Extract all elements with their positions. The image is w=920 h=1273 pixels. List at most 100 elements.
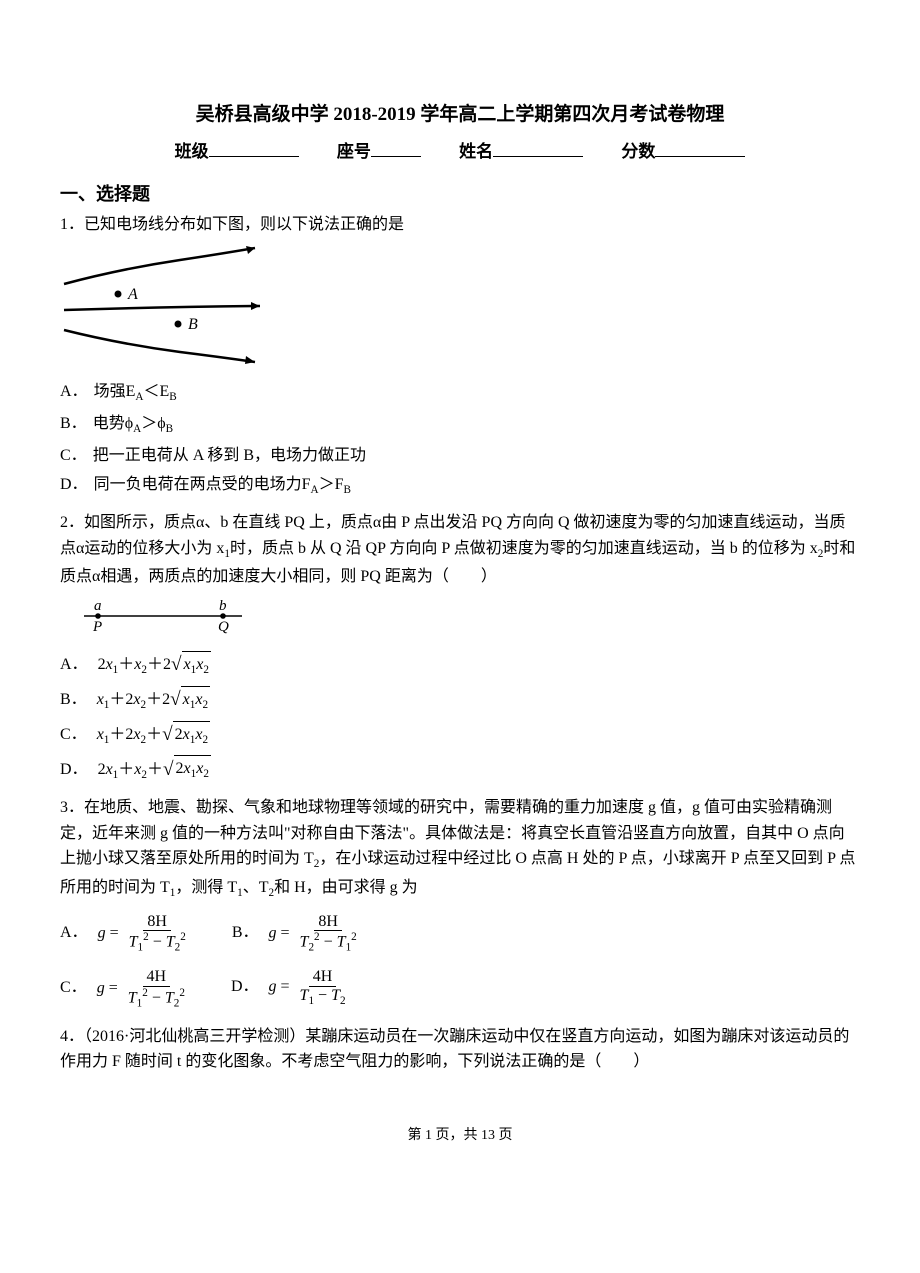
q1-b-sub1: A: [133, 423, 141, 435]
q1-option-c: C． 把一正电荷从 A 移到 B，电场力做正功: [60, 443, 860, 469]
q1-b-sub2: B: [166, 423, 173, 435]
name-blank: [493, 140, 583, 157]
q2-c-2: 2: [175, 726, 183, 743]
q1-text: 1．已知电场线分布如下图，则以下说法正确的是: [60, 212, 860, 238]
q2-b-label: B．: [60, 691, 87, 708]
class-blank: [209, 140, 299, 157]
q3-a-eq: =: [110, 924, 119, 941]
q2-d-p2: ＋: [147, 761, 163, 778]
q3-a-sup1: 2: [143, 931, 149, 943]
q1-option-a: A．场强EA＜EB: [60, 379, 860, 407]
q1-d-sub1: A: [310, 485, 318, 497]
q2-a-ss2: 2: [203, 664, 209, 676]
q2-a-label: A．: [60, 656, 88, 673]
q2-a-p1: ＋: [118, 656, 134, 673]
fig1-label-b: B: [188, 316, 198, 333]
q3-option-d: D． g = 4H T1 − T2: [231, 968, 352, 1009]
q3-option-c: C． g = 4H T12 − T22: [60, 968, 191, 1009]
q1-d-sub2: B: [344, 485, 351, 497]
q4-body: （2016·河北仙桃高三开学检测）某蹦床运动员在一次蹦床运动中仅在竖直方向运动，…: [60, 1028, 849, 1071]
q3-b-sup1: 2: [351, 931, 357, 943]
header-fields: 班级 座号 姓名 分数: [60, 138, 860, 165]
footer-t3: 页: [499, 1128, 513, 1143]
score-label: 分数: [621, 142, 655, 161]
q2-c-sx1: x: [183, 726, 190, 743]
q2-d-label: D．: [60, 761, 88, 778]
q3-b-min: −: [324, 934, 333, 951]
q3-d-s2: 2: [340, 995, 346, 1007]
score-blank: [655, 140, 745, 157]
fig2-p: P: [92, 619, 102, 635]
q2-option-b: B． x1＋2x2＋2√x1x2: [60, 685, 860, 716]
q1-num: 1．: [60, 216, 84, 233]
q2-option-a: A． 2x1＋x2＋2√x1x2: [60, 650, 860, 681]
footer-t1: 第: [408, 1128, 422, 1143]
q4-num: 4．: [60, 1028, 84, 1045]
q3-option-b: B． g = 8H T22 − T12: [232, 913, 363, 954]
q3-d-eq: =: [281, 978, 290, 995]
q2-option-d: D． 2x1＋x2＋√2x1x2: [60, 755, 860, 786]
q1-b-phi1: ϕ: [125, 415, 133, 432]
fig1-label-a: A: [127, 286, 138, 303]
q3-a-num: 8H: [147, 913, 167, 930]
q1-b-text: 电势: [93, 415, 125, 432]
question-1: 1．已知电场线分布如下图，则以下说法正确的是 A B A．场强EA＜EB B． 电…: [60, 212, 860, 500]
q3-b-label: B．: [232, 924, 259, 941]
q1-b-label: B．: [60, 415, 87, 432]
q3-c-sup1: 2: [142, 987, 148, 999]
fig2-b: b: [219, 598, 227, 614]
q3-d-t2: T: [331, 987, 340, 1004]
q2-c-ss2: 2: [202, 734, 208, 746]
q3-b-s2: 2: [308, 942, 314, 954]
q3-options-row-1: A． g = 8H T12 − T22 B． g = 8H T22 − T12: [60, 909, 860, 958]
q3-a-sup2: 2: [180, 931, 186, 943]
question-3: 3．在地质、地震、勘探、气象和地球物理等领域的研究中，需要精确的重力加速度 g …: [60, 795, 860, 1013]
footer-t2: 页，共: [436, 1128, 478, 1143]
q3-t5: 和 H，由可求得 g 为: [274, 879, 418, 896]
q3-b-num: 8H: [318, 913, 338, 930]
section-1-title: 一、选择题: [60, 180, 860, 209]
q2-a-sx1: x: [184, 656, 191, 673]
q3-b-s1: 1: [346, 942, 352, 954]
q3-c-eq: =: [109, 979, 118, 996]
q3-a-s1: 1: [138, 942, 144, 954]
footer-page: 1: [425, 1128, 432, 1143]
q2-option-c: C． x1＋2x2＋√2x1x2: [60, 720, 860, 751]
q2-b-x1: x: [97, 691, 104, 708]
q2-d-p1: ＋: [118, 761, 134, 778]
q3-t4: 、T: [243, 879, 269, 896]
q3-a-t1: T: [129, 934, 138, 951]
q1-d-text: 同一负电荷在两点受的电场力: [94, 476, 302, 493]
q1-d-f2: F: [335, 476, 344, 493]
seat-blank: [371, 140, 421, 157]
q1-option-d: D．同一负电荷在两点受的电场力FA＞FB: [60, 472, 860, 500]
q1-b-cmp: ＞: [141, 415, 157, 432]
q2-d-sx1: x: [184, 760, 191, 777]
q2-c-label: C．: [60, 726, 87, 743]
q2-d-sq2: 2: [176, 760, 184, 777]
q1-b-phi2: ϕ: [157, 415, 165, 432]
q1-c-label: C．: [60, 447, 87, 464]
q2-text: 2．如图所示，质点α、b 在直线 PQ 上，质点α由 P 点出发沿 PQ 方向向…: [60, 510, 860, 589]
page-footer: 第 1 页，共 13 页: [60, 1125, 860, 1147]
q2-d-2: 2: [98, 761, 106, 778]
q2-d-ss2: 2: [203, 769, 209, 781]
q2-figure: a b P Q: [60, 596, 860, 645]
q3-c-min: −: [152, 989, 161, 1006]
q1-option-b: B．电势ϕA＞ϕB: [60, 411, 860, 439]
q3-d-label: D．: [231, 978, 259, 995]
q3-d-num: 4H: [313, 968, 333, 985]
q3-a-g: g: [98, 924, 106, 941]
q3-text: 3．在地质、地震、勘探、气象和地球物理等领域的研究中，需要精确的重力加速度 g …: [60, 795, 860, 902]
q2-d-x1: x: [106, 761, 113, 778]
q2-a-2: 2: [98, 656, 106, 673]
question-2: 2．如图所示，质点α、b 在直线 PQ 上，质点α由 P 点出发沿 PQ 方向向…: [60, 510, 860, 785]
q3-b-g: g: [269, 924, 277, 941]
q3-options-row-2: C． g = 4H T12 − T22 D． g = 4H T1 − T2: [60, 964, 860, 1013]
q3-c-g: g: [97, 979, 105, 996]
q1-a-label: A．: [60, 383, 88, 400]
q1-c-text: 把一正电荷从 A 移到 B，电场力做正功: [93, 447, 366, 464]
q3-d-s1: 1: [308, 995, 314, 1007]
q2-b-x2: x: [133, 691, 140, 708]
q3-d-g: g: [269, 978, 277, 995]
